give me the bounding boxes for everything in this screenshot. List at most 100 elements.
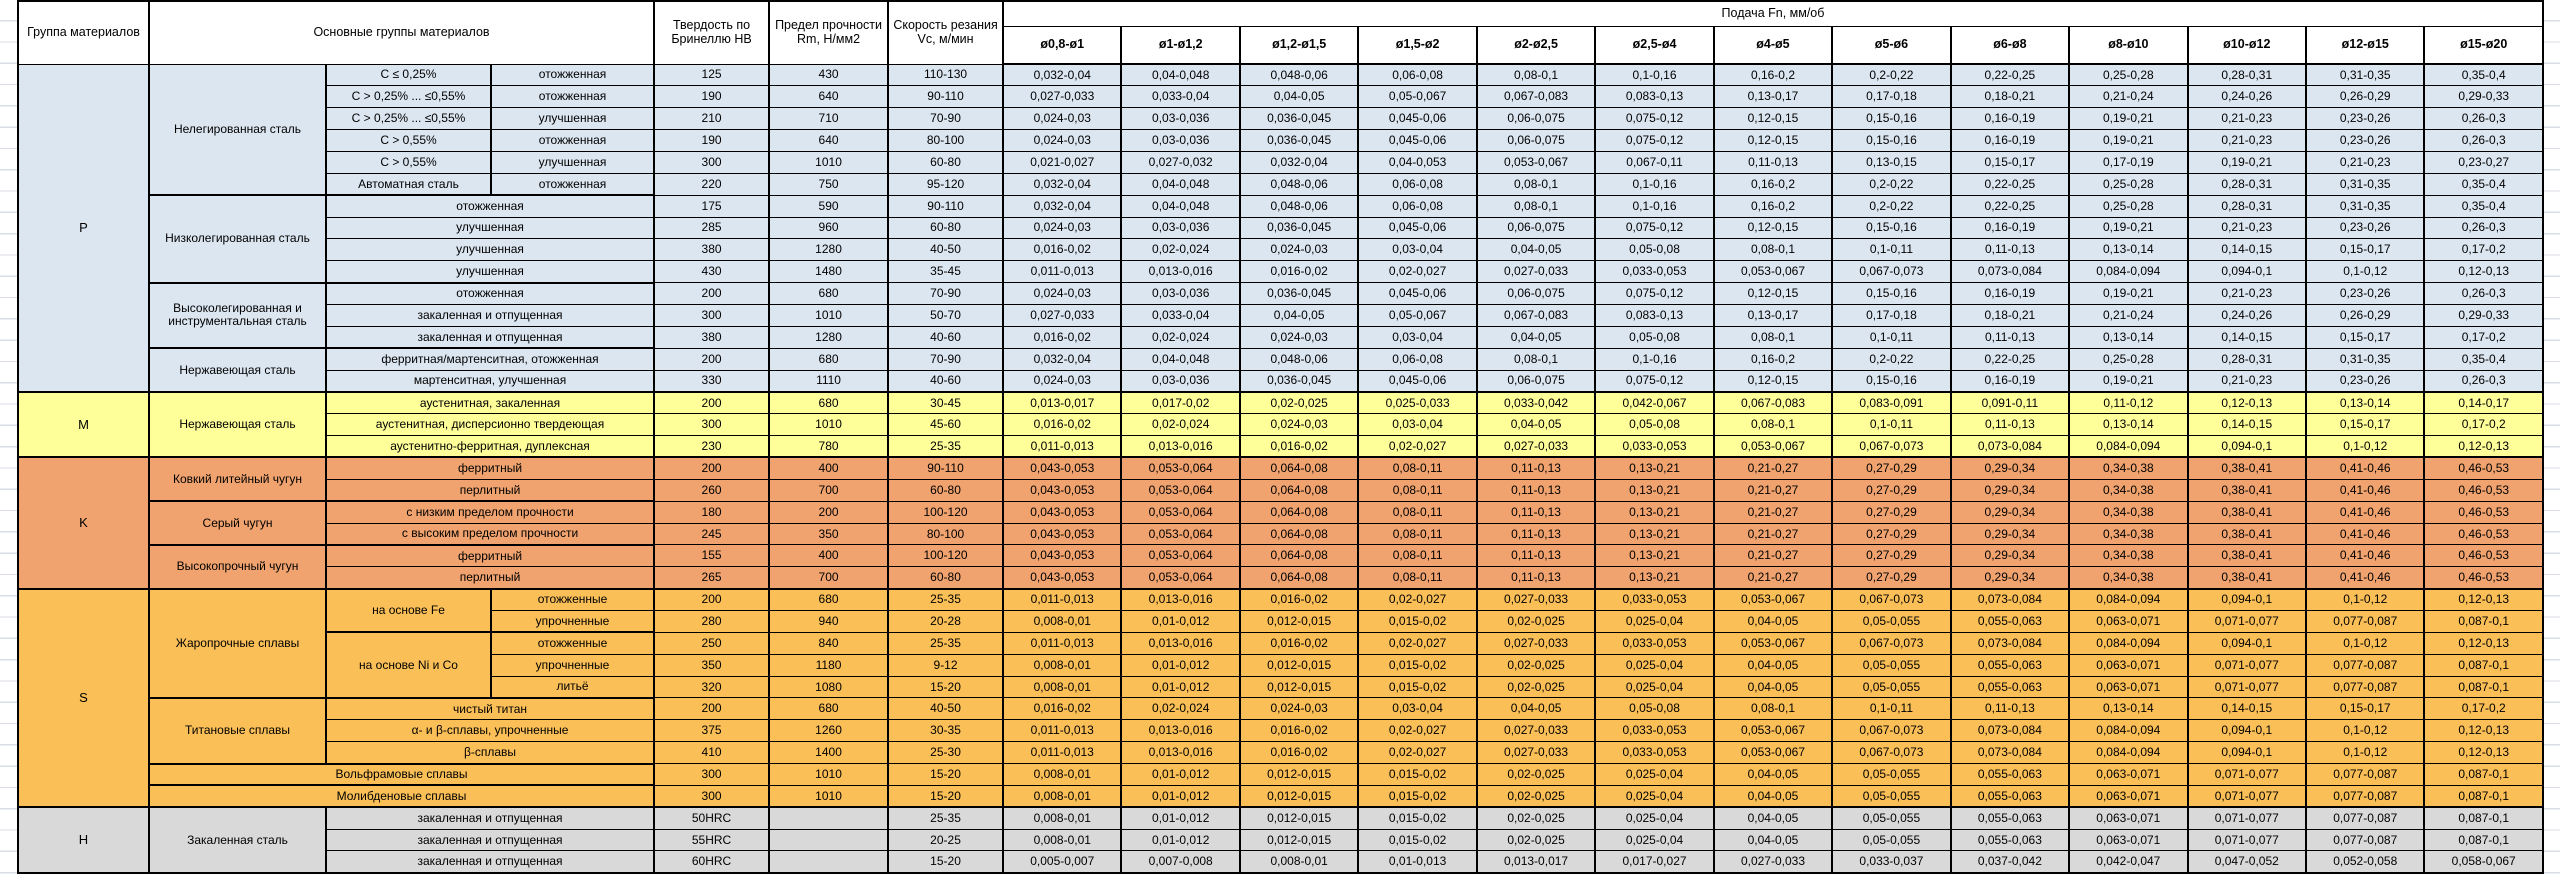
feed-value-cell[interactable]: 0,04-0,048 [1120,172,1241,196]
feed-value-cell[interactable]: 0,15-0,16 [1831,282,1952,305]
hardness-cell[interactable]: 50HRC [653,806,771,830]
feed-value-cell[interactable]: 0,01-0,012 [1120,763,1241,786]
material-label-cell[interactable]: упрочненные [489,609,656,633]
feed-value-cell[interactable]: 0,34-0,38 [2068,500,2189,524]
feed-value-cell[interactable]: 0,16-0,19 [1949,107,2071,131]
material-label-cell[interactable]: отожженные [489,587,656,611]
feed-value-cell[interactable]: 0,15-0,16 [1831,369,1952,393]
material-label-cell[interactable]: улучшенная [324,216,656,240]
feed-value-cell[interactable]: 0,077-0,087 [2305,763,2426,786]
feed-value-cell[interactable]: 0,084-0,094 [2068,260,2189,284]
material-label-cell[interactable]: Высоколегированная и инструментальная ст… [148,281,327,349]
feed-value-cell[interactable]: 0,18-0,21 [1949,85,2071,109]
feed-value-cell[interactable]: 0,064-0,08 [1238,456,1360,480]
feed-value-cell[interactable]: 0,087-0,1 [2423,784,2544,808]
material-label-cell[interactable]: C ≤ 0,25% [325,63,492,87]
feed-value-cell[interactable]: 0,055-0,063 [1949,609,2071,633]
material-label-cell[interactable]: Серый чугун [148,500,327,546]
feed-value-cell[interactable]: 0,22-0,25 [1949,347,2071,371]
header-hardness[interactable]: Твердость по Бринеллю HB [653,0,771,65]
feed-value-cell[interactable]: 0,011-0,013 [1002,260,1123,284]
feed-value-cell[interactable]: 0,31-0,35 [2305,347,2426,371]
feed-value-cell[interactable]: 0,15-0,17 [2305,413,2426,437]
feed-value-cell[interactable]: 0,23-0,26 [2305,282,2426,305]
feed-value-cell[interactable]: 0,025-0,04 [1594,609,1715,633]
material-label-cell[interactable]: улучшенная [324,260,656,284]
feed-value-cell[interactable]: 0,08-0,11 [1357,500,1478,524]
feed-value-cell[interactable]: 0,063-0,071 [2068,784,2189,808]
feed-value-cell[interactable]: 0,067-0,073 [1831,631,1952,655]
hardness-cell[interactable]: 280 [653,609,771,633]
feed-value-cell[interactable]: 0,1-0,11 [1831,413,1952,437]
feed-value-cell[interactable]: 0,31-0,35 [2305,172,2426,196]
feed-value-cell[interactable]: 0,073-0,084 [1949,631,2071,655]
feed-value-cell[interactable]: 0,03-0,036 [1120,129,1241,152]
feed-value-cell[interactable]: 0,04-0,05 [1475,238,1597,262]
feed-value-cell[interactable]: 0,043-0,053 [1002,456,1123,480]
feed-value-cell[interactable]: 0,024-0,03 [1002,216,1123,240]
strength-cell[interactable]: 1010 [768,150,890,174]
material-label-cell[interactable]: отожженная [324,194,656,218]
feed-value-cell[interactable]: 0,015-0,02 [1357,828,1478,852]
feed-value-cell[interactable]: 0,17-0,2 [2423,697,2544,721]
feed-value-cell[interactable]: 0,13-0,17 [1712,85,1834,109]
material-label-cell[interactable]: Нержавеющая сталь [148,347,327,393]
feed-value-cell[interactable]: 0,23-0,26 [2305,129,2426,152]
feed-value-cell[interactable]: 0,01-0,012 [1120,653,1241,677]
feed-value-cell[interactable]: 0,12-0,15 [1712,216,1834,240]
strength-cell[interactable]: 350 [768,522,890,546]
feed-value-cell[interactable]: 0,01-0,012 [1120,828,1241,852]
speed-cell[interactable]: 110-130 [887,63,1005,87]
feed-value-cell[interactable]: 0,15-0,16 [1831,216,1952,240]
feed-value-cell[interactable]: 0,073-0,084 [1949,587,2071,611]
speed-cell[interactable]: 40-60 [887,369,1005,393]
feed-value-cell[interactable]: 0,02-0,024 [1120,238,1241,262]
feed-value-cell[interactable]: 0,02-0,024 [1120,697,1241,721]
feed-value-cell[interactable]: 0,036-0,045 [1238,107,1360,131]
feed-diameter-header[interactable]: ø6-ø8 [1949,25,2071,65]
feed-value-cell[interactable]: 0,27-0,29 [1831,566,1952,590]
feed-value-cell[interactable]: 0,16-0,2 [1712,63,1834,87]
feed-value-cell[interactable]: 0,21-0,23 [2186,107,2308,131]
feed-value-cell[interactable]: 0,35-0,4 [2423,194,2544,218]
material-label-cell[interactable]: Ковкий литейный чугун [148,456,327,502]
feed-value-cell[interactable]: 0,024-0,03 [1002,129,1123,152]
material-label-cell[interactable]: упрочненные [489,653,656,677]
feed-value-cell[interactable]: 0,13-0,14 [2068,325,2189,349]
feed-value-cell[interactable]: 0,045-0,06 [1357,369,1478,393]
feed-value-cell[interactable]: 0,02-0,025 [1475,763,1597,786]
feed-value-cell[interactable]: 0,1-0,16 [1594,63,1715,87]
material-label-cell[interactable]: ферритный [324,456,656,480]
feed-value-cell[interactable]: 0,05-0,067 [1357,303,1478,327]
feed-value-cell[interactable]: 0,03-0,04 [1357,697,1478,721]
header-main-groups[interactable]: Основные группы материалов [147,0,656,65]
feed-value-cell[interactable]: 0,067-0,073 [1831,587,1952,611]
speed-cell[interactable]: 60-80 [887,216,1005,240]
material-label-cell[interactable]: отожженная [489,129,656,152]
feed-value-cell[interactable]: 0,08-0,1 [1712,697,1834,721]
feed-value-cell[interactable]: 0,25-0,28 [2068,172,2189,196]
feed-value-cell[interactable]: 0,12-0,15 [1712,369,1834,393]
feed-value-cell[interactable]: 0,34-0,38 [2068,522,2189,546]
feed-value-cell[interactable]: 0,048-0,06 [1238,172,1360,196]
feed-diameter-header[interactable]: ø2,5-ø4 [1594,25,1715,65]
feed-value-cell[interactable]: 0,013-0,016 [1120,587,1241,611]
material-label-cell[interactable]: ферритный [324,543,656,568]
material-label-cell[interactable]: отожженная [489,63,656,87]
hardness-cell[interactable]: 210 [653,107,771,131]
feed-value-cell[interactable]: 0,013-0,016 [1120,741,1241,764]
feed-value-cell[interactable]: 0,05-0,055 [1831,784,1952,808]
feed-value-cell[interactable]: 0,005-0,007 [1002,850,1123,874]
feed-value-cell[interactable]: 0,41-0,46 [2305,522,2426,546]
feed-value-cell[interactable]: 0,29-0,34 [1949,500,2071,524]
speed-cell[interactable]: 70-90 [887,347,1005,371]
feed-value-cell[interactable]: 0,27-0,29 [1831,478,1952,502]
feed-value-cell[interactable]: 0,016-0,02 [1002,697,1123,721]
feed-value-cell[interactable]: 0,27-0,29 [1831,456,1952,480]
feed-value-cell[interactable]: 0,2-0,22 [1831,172,1952,196]
feed-value-cell[interactable]: 0,17-0,2 [2423,325,2544,349]
feed-value-cell[interactable]: 0,025-0,033 [1357,390,1478,415]
speed-cell[interactable]: 40-50 [887,238,1005,262]
feed-value-cell[interactable]: 0,13-0,21 [1594,500,1715,524]
strength-cell[interactable]: 940 [768,609,890,633]
